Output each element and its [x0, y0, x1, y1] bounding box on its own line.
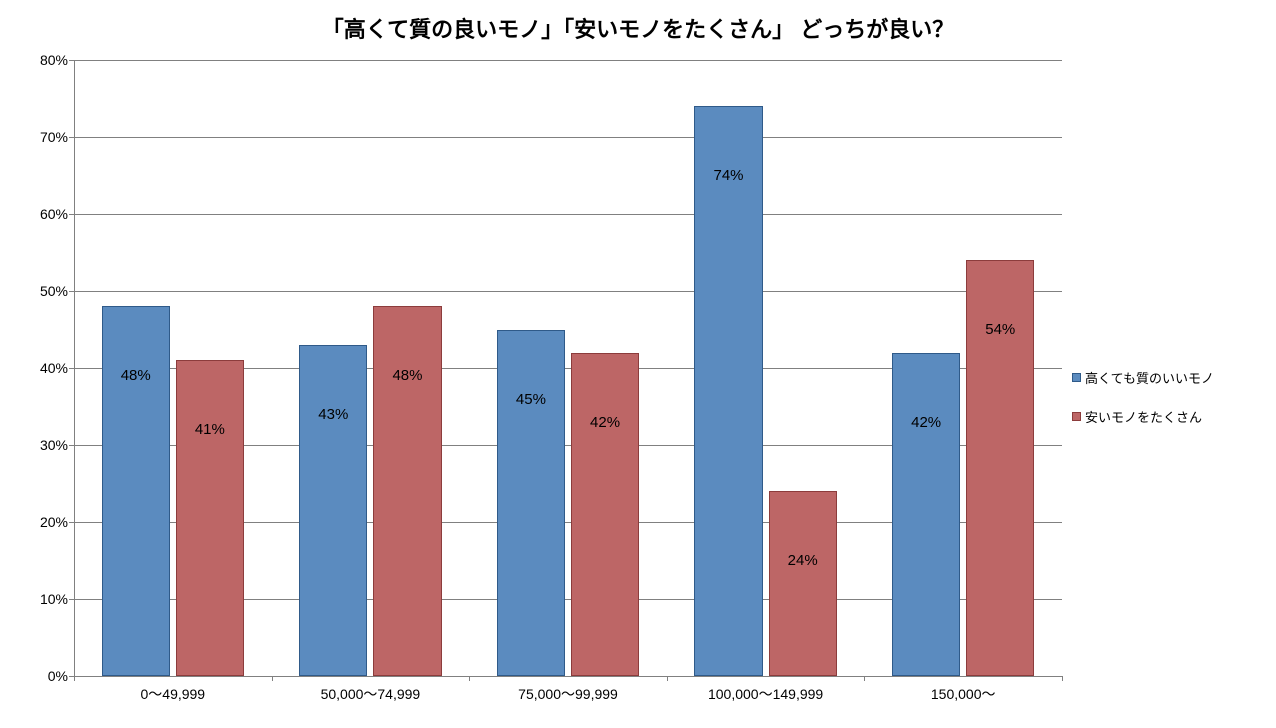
bar-value-label: 74% [695, 167, 761, 184]
gridline [74, 137, 1062, 138]
gridline [74, 60, 1062, 61]
bar: 54% [966, 260, 1034, 676]
y-tick-label: 20% [40, 514, 74, 530]
chart-title: 「高くて質の良いモノ」「安いモノをたくさん」 どっちが良い？ [0, 12, 1276, 44]
x-tick-mark [667, 676, 668, 681]
plot-area: 0%10%20%30%40%50%60%70%80%0〜49,99948%41%… [74, 60, 1062, 676]
bar: 24% [769, 491, 837, 676]
gridline [74, 214, 1062, 215]
bar-value-label: 48% [374, 367, 440, 384]
bar-value-label: 41% [177, 421, 243, 438]
x-tick-label: 0〜49,999 [140, 676, 205, 704]
x-tick-label: 100,000〜149,999 [708, 676, 823, 704]
y-axis-line [74, 60, 75, 676]
x-tick-mark [74, 676, 75, 681]
bar: 74% [694, 106, 762, 676]
bar: 43% [299, 345, 367, 676]
y-tick-label: 10% [40, 591, 74, 607]
bar-value-label: 24% [770, 552, 836, 569]
bar: 45% [497, 330, 565, 677]
bar: 48% [102, 306, 170, 676]
bar-chart: 「高くて質の良いモノ」「安いモノをたくさん」 どっちが良い？ 0% 10% 20% 3… [0, 0, 1276, 728]
bar-value-label: 54% [967, 321, 1033, 338]
gridline [74, 291, 1062, 292]
legend-swatch [1072, 373, 1081, 382]
x-tick-mark [272, 676, 273, 681]
y-tick-label: 60% [40, 206, 74, 222]
x-tick-label: 50,000〜74,999 [321, 676, 421, 704]
x-tick-label: 150,000〜 [931, 676, 996, 704]
legend: 高くても質のいいモノ安いモノをたくさん [1072, 368, 1214, 426]
y-tick-label: 70% [40, 129, 74, 145]
y-tick-label: 30% [40, 437, 74, 453]
bar-value-label: 45% [498, 391, 564, 408]
x-tick-mark [469, 676, 470, 681]
y-tick-label: 50% [40, 283, 74, 299]
bar-value-label: 42% [572, 414, 638, 431]
legend-swatch [1072, 412, 1081, 421]
y-tick-label: 40% [40, 360, 74, 376]
y-tick-label: 0% [48, 668, 74, 684]
legend-label: 安いモノをたくさん [1085, 407, 1202, 426]
legend-item: 高くても質のいいモノ [1072, 368, 1214, 387]
bar: 41% [176, 360, 244, 676]
x-tick-label: 75,000〜99,999 [518, 676, 618, 704]
bar-value-label: 43% [300, 406, 366, 423]
bar: 48% [373, 306, 441, 676]
bar-value-label: 48% [103, 367, 169, 384]
legend-label: 高くても質のいいモノ [1085, 368, 1214, 387]
x-tick-mark [1062, 676, 1063, 681]
legend-item: 安いモノをたくさん [1072, 407, 1214, 426]
y-tick-label: 80% [40, 52, 74, 68]
bar: 42% [571, 353, 639, 676]
x-tick-mark [864, 676, 865, 681]
bar: 42% [892, 353, 960, 676]
bar-value-label: 42% [893, 414, 959, 431]
